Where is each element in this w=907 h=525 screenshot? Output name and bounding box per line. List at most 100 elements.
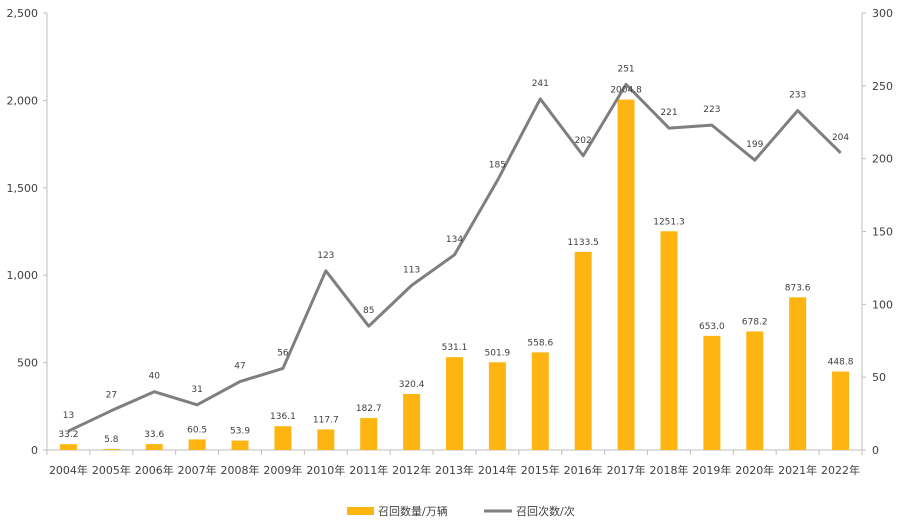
line-data-label: 56 — [277, 348, 289, 358]
y-right-tick-label: 50 — [872, 371, 886, 384]
bar-data-label: 531.1 — [442, 343, 468, 353]
y-left-tick-label: 1,500 — [7, 182, 39, 195]
x-tick-label: 2010年 — [306, 463, 345, 477]
line-data-label: 27 — [106, 391, 117, 401]
bar — [360, 418, 378, 450]
bar-data-label: 678.2 — [742, 317, 768, 327]
y-right-tick-label: 100 — [872, 298, 893, 311]
line-data-label: 241 — [532, 79, 549, 89]
line-point — [325, 270, 327, 272]
bar — [832, 371, 850, 450]
line-point — [582, 155, 584, 157]
bar-data-label: 653.0 — [699, 322, 725, 332]
bar-data-label: 117.7 — [313, 415, 339, 425]
bar-data-label: 1251.3 — [653, 217, 685, 227]
x-tick-label: 2012年 — [392, 463, 431, 477]
line-data-label: 47 — [234, 362, 245, 372]
line-data-label: 204 — [832, 133, 849, 143]
bar — [703, 335, 721, 450]
y-right-tick-label: 250 — [872, 80, 893, 93]
axes: 0 500 1,000 1,500 2,000 2,500 0 50 100 150 200 250 3… — [7, 7, 894, 477]
line-data-label: 123 — [317, 251, 334, 261]
bar-data-label: 501.9 — [485, 348, 511, 358]
x-tick-label: 2022年 — [821, 463, 860, 477]
line-data-label: 233 — [789, 91, 806, 101]
y-right-tick-label: 150 — [872, 226, 893, 239]
bar-data-label: 60.5 — [187, 425, 207, 435]
line-point — [454, 254, 455, 256]
legend: 召回数量/万辆 召回次数/次 — [347, 504, 575, 518]
line-data-label: 185 — [489, 161, 506, 171]
x-tick-label: 2005年 — [92, 463, 131, 477]
data-labels: 33.2 5.8 33.6 60.5 53.9 136.1 117.7 182.7 320.4 5… — [58, 64, 853, 445]
legend-bar-swatch — [347, 507, 374, 515]
bar — [231, 440, 249, 450]
line-data-label: 221 — [660, 108, 677, 118]
x-tick-label: 2011年 — [349, 463, 388, 477]
line-point — [368, 325, 370, 327]
x-tick-label: 2013年 — [435, 463, 474, 477]
line-data-label: 199 — [746, 140, 763, 150]
line-point — [282, 367, 284, 369]
y-right-tick-label: 0 — [872, 444, 879, 457]
line-data-label: 31 — [191, 385, 202, 395]
bar-data-label: 53.9 — [230, 427, 250, 437]
line-data-label: 223 — [703, 105, 720, 115]
bar-data-label: 873.6 — [785, 283, 811, 293]
x-tick-label: 2016年 — [564, 463, 603, 477]
line-data-label: 134 — [446, 235, 463, 245]
x-tick-label: 2007年 — [178, 463, 217, 477]
x-tick-label: 2004年 — [49, 463, 88, 477]
bar — [531, 352, 549, 450]
bar — [446, 357, 463, 450]
y-right-tick-label: 200 — [872, 153, 893, 166]
bar-data-label: 33.6 — [144, 430, 164, 440]
bar-data-label: 320.4 — [399, 380, 425, 390]
bar-data-label: 558.6 — [527, 338, 553, 348]
line-point — [411, 284, 413, 286]
bar-data-label: 2004.8 — [610, 86, 642, 96]
line-point — [110, 410, 112, 412]
line-point — [668, 127, 670, 129]
bar — [317, 429, 335, 450]
x-tick-label: 2015年 — [521, 463, 560, 477]
line-point — [754, 159, 756, 161]
y-left-tick-label: 2,000 — [7, 94, 39, 107]
x-tick-label: 2009年 — [263, 463, 302, 477]
x-tick-label: 2017年 — [607, 463, 646, 477]
x-tick-label: 2008年 — [221, 463, 260, 477]
y-left-tick-label: 1,000 — [7, 269, 39, 282]
line-data-label: 13 — [63, 411, 74, 421]
bar-data-label: 5.8 — [104, 435, 119, 445]
line-point — [539, 98, 541, 100]
line-point — [625, 83, 627, 85]
y-left-tick-label: 0 — [31, 444, 38, 457]
x-tick-label: 2018年 — [649, 463, 688, 477]
y-left-tick-label: 500 — [17, 357, 38, 370]
line-point — [67, 430, 69, 432]
line-data-label: 113 — [403, 265, 420, 275]
bar — [746, 331, 764, 450]
line-data-label: 85 — [363, 306, 374, 316]
line-data-label: 202 — [575, 136, 592, 146]
bar-data-label: 448.8 — [828, 358, 854, 368]
bar-series — [59, 99, 850, 450]
x-tick-label: 2006年 — [135, 463, 174, 477]
bar — [403, 393, 421, 450]
bar — [274, 426, 292, 450]
line-point — [239, 381, 241, 383]
bar — [145, 444, 163, 450]
x-tick-label: 2021年 — [778, 463, 817, 477]
bar — [188, 439, 206, 450]
bar — [574, 251, 592, 450]
line-series — [67, 82, 842, 433]
x-tick-label: 2019年 — [692, 463, 731, 477]
bar — [789, 297, 807, 450]
line-point — [797, 110, 799, 112]
line-point — [711, 124, 713, 126]
bar-data-label: 33.2 — [58, 430, 78, 440]
x-tick-label: 2020年 — [735, 463, 774, 477]
bar-data-label: 1133.5 — [567, 238, 599, 248]
line-data-label: 40 — [149, 372, 161, 382]
